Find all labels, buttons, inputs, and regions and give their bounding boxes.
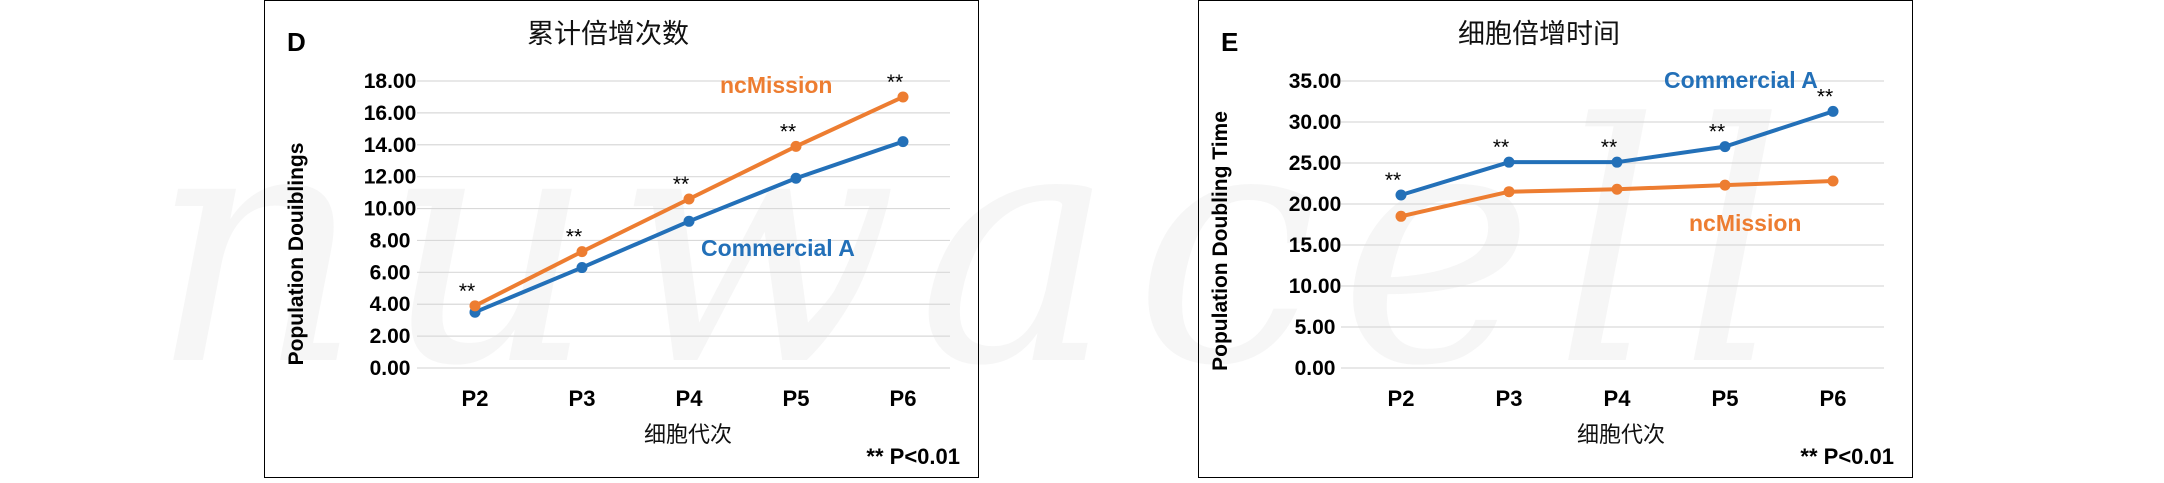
y-axis-ticks: 0.00 2.00 4.00 6.00 8.00 10.00 12.00 14.00 16.00… [364,70,417,380]
y-tick-label: 0.00 [370,357,411,380]
chart-d-svg: D 累计倍增次数 0.00 2.00 4.00 6.00 8.00 10.00 12.00 1… [285,19,960,469]
p-value-note: ** P<0.01 [866,444,960,469]
x-tick-label: P6 [890,386,917,411]
data-point [683,193,695,205]
y-tick-label: 10.00 [364,198,417,221]
significance-mark: ** [566,226,582,249]
panel-letter: D [287,27,306,57]
x-axis-ticks: P2 P3 P4 P5 P6 [462,386,917,411]
significance-mark: ** [673,173,689,196]
chart-panel-e: E 细胞倍增时间 0.00 5.00 10.00 15.00 20.00 25.00 30.… [1198,0,1913,478]
y-tick-label: 5.00 [1295,316,1336,339]
data-point [1395,210,1407,222]
data-point [1827,105,1839,117]
significance-mark: ** [1601,136,1617,159]
series-group [469,91,909,318]
y-tick-label: 20.00 [1289,193,1342,216]
significance-mark: ** [1385,169,1401,192]
grid-lines [417,80,950,369]
y-tick-label: 8.00 [370,229,411,252]
y-tick-label: 35.00 [1289,70,1342,93]
y-tick-label: 4.00 [370,293,411,316]
significance-mark: ** [1709,121,1725,144]
x-axis-ticks: P2 P3 P4 P5 P6 [1388,386,1847,411]
significance-mark: ** [1493,136,1509,159]
significance-group: ** ** ** ** ** [459,71,903,303]
y-tick-label: 25.00 [1289,152,1342,175]
x-tick-label: P4 [1604,386,1632,411]
data-point [1719,141,1731,153]
significance-group: ** ** ** ** ** [1385,85,1833,192]
x-tick-label: P4 [676,386,704,411]
data-point [897,91,909,103]
x-tick-label: P3 [569,386,596,411]
data-point [683,215,695,227]
chart-title: 累计倍增次数 [527,19,689,50]
data-point [1503,156,1515,168]
chart-title: 细胞倍增时间 [1458,19,1620,50]
chart-e-svg: E 细胞倍增时间 0.00 5.00 10.00 15.00 20.00 25.00 30.… [1209,19,1894,469]
y-tick-label: 6.00 [370,261,411,284]
data-point [790,172,802,184]
y-tick-label: 0.00 [1295,357,1336,380]
y-axis-ticks: 0.00 5.00 10.00 15.00 20.00 25.00 30.00 35.00 [1289,70,1342,380]
data-point [1611,183,1623,195]
y-axis-label: Population Doubling Time [1209,111,1232,371]
x-tick-label: P5 [1712,386,1739,411]
data-point [1395,189,1407,201]
series-label-commercial-a: Commercial A [701,235,855,261]
x-axis-label: 细胞代次 [1577,423,1665,448]
y-tick-label: 2.00 [370,325,411,348]
series-label-commercial-a: Commercial A [1664,67,1818,93]
y-tick-label: 16.00 [364,102,417,125]
data-point [790,140,802,152]
significance-mark: ** [780,120,796,143]
x-tick-label: P2 [462,386,489,411]
data-point [1719,179,1731,191]
y-axis-label: Population Douiblings [285,143,308,366]
x-tick-label: P3 [1496,386,1523,411]
y-tick-label: 15.00 [1289,234,1342,257]
x-tick-label: P6 [1820,386,1847,411]
data-point [1503,186,1515,198]
series-group [1395,105,1839,222]
data-point [576,246,588,258]
p-value-note: ** P<0.01 [1800,444,1894,469]
significance-mark: ** [1817,85,1833,108]
y-tick-label: 14.00 [364,134,417,157]
y-tick-label: 12.00 [364,166,417,189]
series-label-ncmission: ncMission [1689,210,1801,236]
data-point [897,136,909,148]
y-tick-label: 18.00 [364,70,417,93]
chart-panel-d: D 累计倍增次数 0.00 2.00 4.00 6.00 8.00 10.00 12.00 1… [264,0,979,478]
x-tick-label: P5 [783,386,810,411]
data-point [1827,175,1839,187]
series-label-ncmission: ncMission [720,72,832,98]
y-tick-label: 30.00 [1289,111,1342,134]
grid-lines [1341,80,1884,369]
panel-letter: E [1221,27,1238,57]
data-point [576,262,588,274]
y-tick-label: 10.00 [1289,275,1342,298]
significance-mark: ** [887,71,903,94]
data-point [1611,156,1623,168]
data-point [469,300,481,312]
significance-mark: ** [459,280,475,303]
x-axis-label: 细胞代次 [644,423,732,448]
x-tick-label: P2 [1388,386,1415,411]
series-line-commercial-a [473,139,905,315]
